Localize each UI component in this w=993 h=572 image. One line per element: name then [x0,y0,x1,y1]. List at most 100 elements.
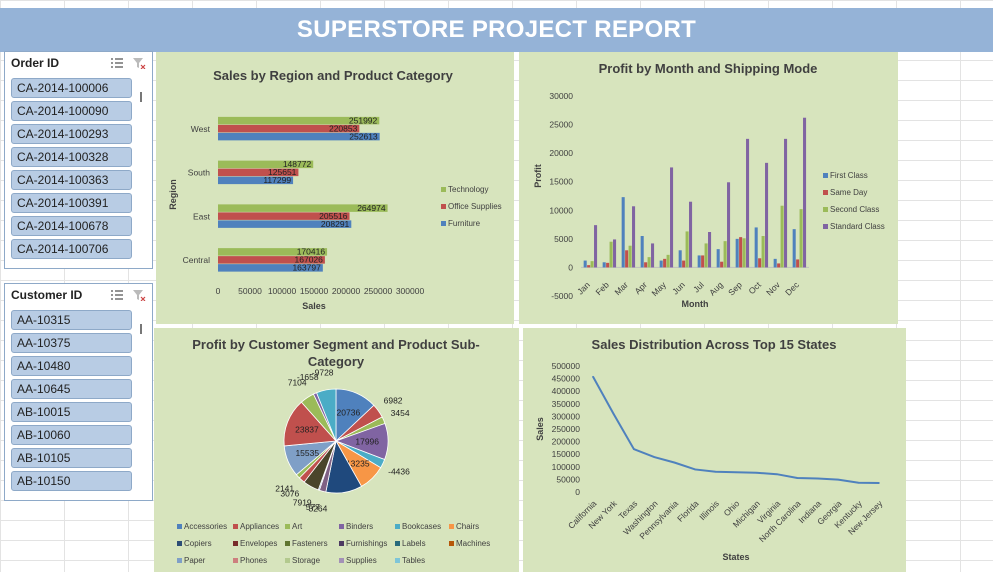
legend-swatch [395,541,400,546]
slicer-item[interactable]: CA-2014-100391 [11,193,132,213]
legend-label: Furnishings [346,539,387,548]
axis-label: Sales [535,417,545,441]
slicer-item[interactable]: AB-10015 [11,402,132,422]
data-label: 13235 [346,458,370,468]
slicer-item[interactable]: AB-10060 [11,425,132,445]
tick-label: Aug [707,280,725,298]
slicer-item[interactable]: AA-10375 [11,333,132,353]
tick-label: Dec [783,279,801,297]
legend-swatch [285,541,290,546]
bar [628,245,632,268]
legend-label: Second Class [830,205,879,214]
data-label: 2141 [275,484,294,494]
slicer-header: Order ID [5,52,152,74]
bar [218,212,350,220]
category-label: West [191,124,211,134]
bar [218,204,388,212]
bar [609,241,613,268]
customer-id-slicer[interactable]: Customer ID AA-10315 AA-10375 AA-10480 AA-1… [4,283,153,501]
slicer-item[interactable]: CA-2014-100328 [11,147,132,167]
bar [218,132,380,141]
order-id-slicer[interactable]: Order ID CA-2014-100006 CA-2014-100090 CA-… [4,51,153,269]
tick-label: 0 [568,262,573,272]
bar [723,241,727,268]
slicer-item[interactable]: CA-2014-100363 [11,170,132,190]
multi-select-icon[interactable] [110,57,124,69]
data-label: 148772 [283,159,312,169]
sales-by-region-chart[interactable]: Sales by Region and Product Category Cent… [156,52,514,324]
bar [780,205,784,268]
slicer-item[interactable]: CA-2014-100293 [11,124,132,144]
slicer-item[interactable]: AA-10480 [11,356,132,376]
legend-swatch [233,524,238,529]
multi-select-icon[interactable] [110,289,124,301]
tick-label: 50000 [238,286,262,296]
scrollbar-thumb[interactable] [140,324,142,334]
slicer-title: Order ID [11,56,60,70]
data-point [653,456,656,458]
tick-label: Jan [575,280,592,297]
tick-label: 30000 [549,91,573,101]
data-label: 7104 [288,378,307,388]
tick-label: 200000 [332,286,361,296]
slicer-item[interactable]: AB-10105 [11,448,132,468]
clear-filter-icon[interactable] [132,57,146,69]
data-point [776,473,778,475]
slicer-item[interactable]: CA-2014-100090 [11,101,132,121]
legend-swatch [441,204,446,209]
data-label: 3454 [391,408,410,418]
tick-label: 300000 [552,411,581,421]
legend-swatch [285,558,290,563]
scrollbar-thumb[interactable] [140,92,142,102]
data-label: 220853 [329,123,358,133]
legend-label: Standard Class [830,222,885,231]
data-label: 7919 [293,497,312,507]
bar [218,168,299,177]
slicer-item[interactable]: AB-10150 [11,471,132,491]
axis-label: Month [682,299,709,309]
bar [758,258,762,268]
tick-label: Jun [670,280,687,297]
legend-label: Same Day [830,188,867,197]
slicer-item[interactable]: AA-10645 [11,379,132,399]
legend-label: Copiers [184,539,212,548]
data-point [735,471,737,474]
legend-label: Accessories [184,522,227,531]
slicer-item[interactable]: CA-2014-100678 [11,216,132,236]
legend-swatch [339,558,344,563]
data-point [816,477,819,480]
bar [701,255,705,268]
tick-label: Oct [746,279,763,296]
data-label: 252613 [349,131,378,141]
data-point [714,470,717,473]
slicer-list: AA-10315 AA-10375 AA-10480 AA-10645 AB-10015… [11,310,132,494]
bar [666,254,670,268]
axis-label: Profit [533,164,543,188]
bar [689,201,693,268]
tick-label: 0 [216,286,221,296]
tick-label: May [649,279,668,298]
tick-label: 150000 [300,286,329,296]
bar [606,262,610,268]
data-label: 167026 [295,255,324,265]
tick-label: Jul [691,280,706,295]
bar [670,167,674,268]
bar [784,138,788,268]
profit-by-segment-pie-chart[interactable]: Profit by Customer Segment and Product S… [154,328,519,572]
slicer-item[interactable]: CA-2014-100706 [11,239,132,259]
data-point [612,412,615,415]
data-label: 577 [306,502,320,512]
profit-by-month-chart[interactable]: Profit by Month and Shipping Mode 30000 25… [519,52,898,324]
tick-label: 150000 [552,449,581,459]
legend-label: Bookcases [402,522,441,531]
tick-label: 200000 [552,437,581,447]
slicer-item[interactable]: AA-10315 [11,310,132,330]
slicer-item[interactable]: CA-2014-100006 [11,78,132,98]
clear-filter-icon[interactable] [132,289,146,301]
bar [218,264,323,272]
legend-label: Office Supplies [448,202,502,211]
sales-by-state-chart[interactable]: Sales Distribution Across Top 15 States 5… [523,328,906,572]
legend-label: Fasteners [292,539,328,548]
legend-swatch [823,173,828,178]
legend-label: Art [292,522,303,531]
